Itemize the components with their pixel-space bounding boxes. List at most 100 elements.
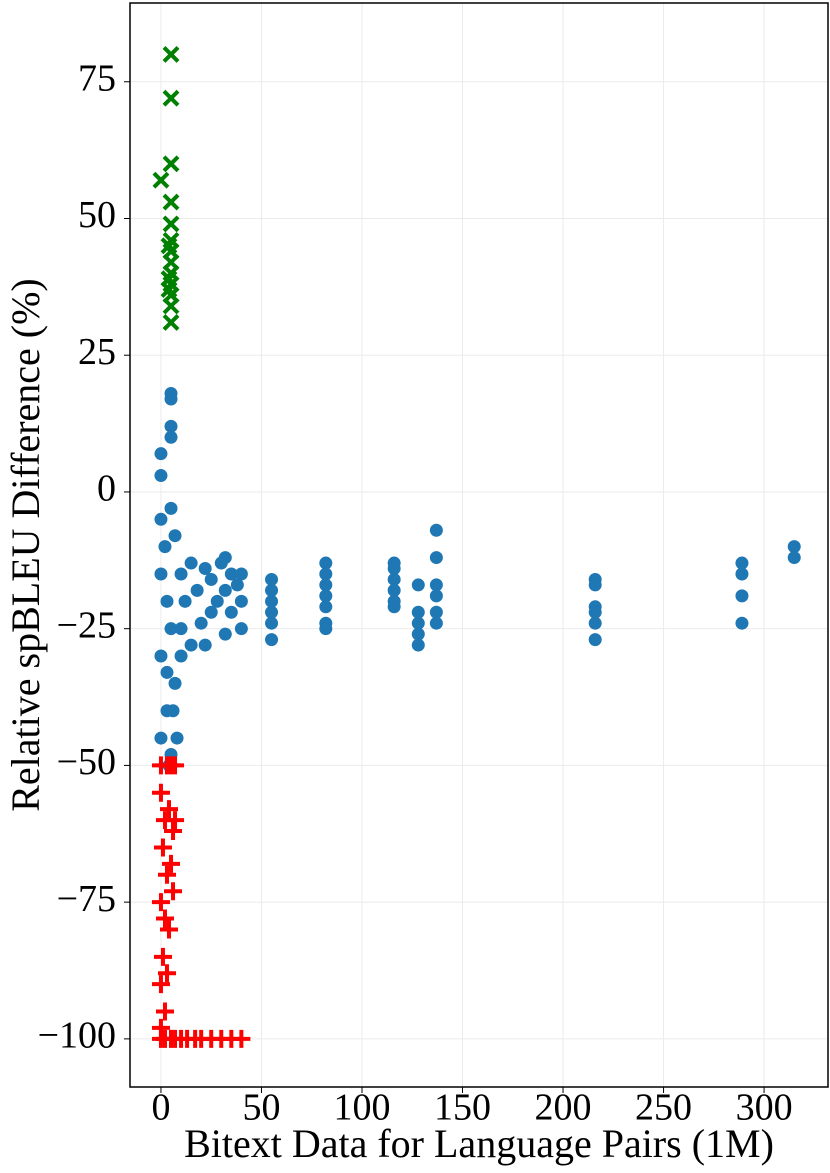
- point: [154, 567, 168, 581]
- point: [160, 594, 174, 608]
- point: [162, 854, 181, 873]
- point: [735, 616, 749, 630]
- y-axis-label: Relative spBLEU Difference (%): [3, 278, 48, 812]
- point: [787, 551, 801, 565]
- point: [218, 583, 232, 597]
- point: [387, 583, 401, 597]
- point: [164, 822, 183, 841]
- point: [166, 704, 180, 718]
- y-tick-label: 0: [97, 468, 116, 510]
- point: [174, 649, 188, 663]
- point: [155, 1002, 174, 1021]
- point: [164, 419, 178, 433]
- point: [735, 556, 749, 570]
- point: [319, 589, 333, 603]
- point: [265, 605, 279, 619]
- point: [429, 551, 443, 565]
- point: [319, 600, 333, 614]
- y-tick-label: −25: [57, 604, 116, 646]
- x-tick-label: 50: [242, 1087, 280, 1129]
- point: [162, 155, 180, 173]
- point: [265, 572, 279, 586]
- point: [153, 947, 172, 966]
- point: [160, 665, 174, 679]
- point: [154, 447, 168, 461]
- point: [588, 578, 602, 592]
- x-tick-label: 150: [434, 1087, 491, 1129]
- point: [265, 583, 279, 597]
- point: [174, 622, 188, 636]
- point: [151, 783, 170, 802]
- point: [154, 469, 168, 483]
- point: [190, 583, 204, 597]
- point: [218, 627, 232, 641]
- point: [319, 622, 333, 636]
- point: [160, 920, 179, 939]
- point: [170, 731, 184, 745]
- point: [735, 567, 749, 581]
- point: [387, 600, 401, 614]
- point: [319, 567, 333, 581]
- point: [164, 882, 183, 901]
- point: [265, 633, 279, 647]
- point: [184, 556, 198, 570]
- point: [160, 800, 179, 819]
- y-tick-label: 50: [78, 194, 116, 236]
- point: [429, 605, 443, 619]
- point: [158, 540, 172, 554]
- point: [319, 578, 333, 592]
- x-tick-label: 0: [151, 1087, 170, 1129]
- point: [387, 562, 401, 576]
- y-tick-label: −50: [57, 741, 116, 783]
- point: [588, 616, 602, 630]
- point: [157, 865, 176, 884]
- point: [162, 313, 180, 331]
- point: [429, 589, 443, 603]
- point: [198, 562, 212, 576]
- point: [387, 572, 401, 586]
- point: [218, 551, 232, 565]
- point: [411, 627, 425, 641]
- point: [588, 633, 602, 647]
- point: [411, 605, 425, 619]
- point: [168, 529, 182, 543]
- point: [154, 512, 168, 526]
- point: [154, 649, 168, 663]
- point: [230, 578, 244, 592]
- y-tick-label: 75: [78, 57, 116, 99]
- point: [160, 237, 178, 255]
- point: [429, 578, 443, 592]
- point: [152, 171, 170, 189]
- point: [411, 616, 425, 630]
- x-tick-label: 100: [333, 1087, 390, 1129]
- x-axis-label: Bitext Data for Language Pairs (1M): [184, 1121, 774, 1166]
- point: [319, 556, 333, 570]
- x-tick-label: 200: [535, 1087, 592, 1129]
- point: [234, 622, 248, 636]
- point: [234, 567, 248, 581]
- x-tick-label: 300: [736, 1087, 793, 1129]
- y-tick-label: −100: [38, 1015, 116, 1057]
- point: [224, 567, 238, 581]
- y-tick-label: −75: [57, 878, 116, 920]
- point: [411, 638, 425, 652]
- point: [164, 622, 178, 636]
- point: [162, 45, 180, 63]
- point: [588, 605, 602, 619]
- point: [164, 501, 178, 515]
- point: [204, 572, 218, 586]
- point: [162, 193, 180, 211]
- point: [153, 838, 172, 857]
- point: [174, 567, 188, 581]
- plot-frame: [129, 2, 829, 1088]
- point: [166, 811, 185, 830]
- y-tick-label: 25: [78, 331, 116, 373]
- point: [154, 731, 168, 745]
- point: [265, 616, 279, 630]
- point: [429, 523, 443, 537]
- point: [204, 605, 218, 619]
- x-tick-label: 250: [635, 1087, 692, 1129]
- point: [164, 430, 178, 444]
- point: [787, 540, 801, 554]
- point: [157, 964, 176, 983]
